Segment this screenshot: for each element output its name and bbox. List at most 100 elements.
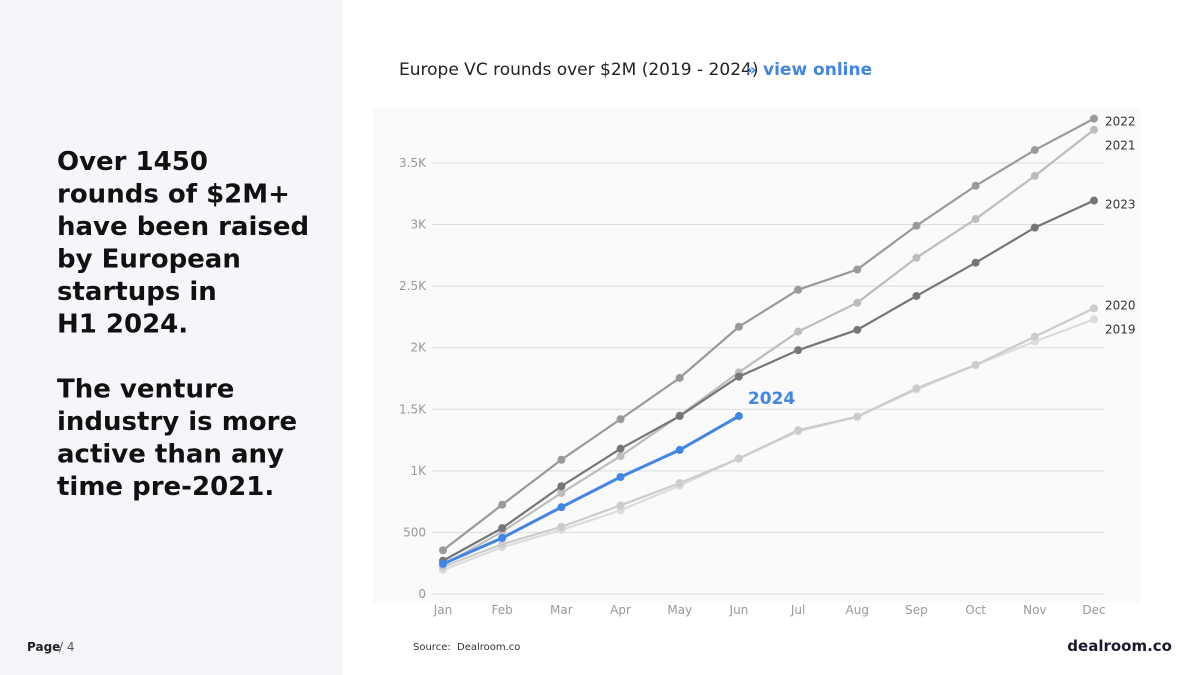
x-tick-label: Dec	[1082, 603, 1105, 617]
x-tick-label: Mar	[550, 603, 573, 617]
data-point	[912, 253, 921, 262]
series-label: 2021	[1105, 139, 1136, 153]
data-point	[1090, 125, 1098, 134]
x-tick-label: Nov	[1023, 603, 1046, 617]
x-tick-label: Feb	[492, 603, 513, 617]
data-point	[557, 455, 566, 464]
series-label: 2022	[1105, 115, 1136, 129]
data-point	[616, 473, 625, 482]
series-label: 2024	[748, 389, 795, 409]
x-tick-label: May	[667, 603, 692, 617]
data-point	[734, 372, 743, 381]
data-point	[1090, 114, 1098, 123]
series-line	[442, 128, 1095, 567]
data-point	[971, 181, 980, 190]
headline-line: by European	[57, 245, 241, 275]
data-point	[794, 346, 803, 355]
data-point	[734, 322, 743, 331]
page-label: Page	[27, 640, 60, 654]
data-point	[971, 258, 980, 267]
data-point	[734, 454, 743, 463]
x-tick-label: Jun	[729, 603, 749, 617]
view-online-link[interactable]: view online	[763, 60, 872, 80]
y-tick-label: 3.5K	[399, 156, 427, 170]
data-point	[616, 501, 625, 510]
y-tick-label: 0	[418, 587, 426, 601]
series-label: 2020	[1105, 298, 1136, 312]
data-point	[557, 522, 566, 531]
data-point	[675, 445, 684, 454]
data-point	[616, 452, 625, 461]
x-tick-label: Sep	[905, 603, 928, 617]
data-point	[1090, 196, 1098, 205]
headline-line: H1 2024.	[57, 310, 188, 340]
series-label: 2019	[1105, 322, 1136, 336]
data-point	[557, 482, 566, 491]
y-tick-label: 1K	[410, 464, 427, 478]
data-point	[912, 291, 921, 300]
x-tick-label: Oct	[965, 603, 986, 617]
x-tick-label: Jan	[433, 603, 453, 617]
x-tick-label: Jul	[790, 603, 805, 617]
x-tick-label: Aug	[846, 603, 869, 617]
chart-title: Europe VC rounds over $2M (2019 - 2024)	[399, 60, 758, 80]
series-line	[442, 117, 1095, 552]
headline-line: industry is more	[57, 407, 297, 437]
logo: dealroom.co	[1067, 637, 1172, 655]
data-point	[1090, 304, 1098, 313]
data-point	[1030, 171, 1039, 180]
side-panel	[0, 0, 342, 675]
y-tick-label: 1.5K	[399, 402, 427, 416]
data-point	[912, 384, 921, 393]
data-point	[439, 559, 447, 568]
page-number: / 4	[59, 640, 75, 654]
data-point	[1030, 223, 1039, 232]
data-point	[1090, 315, 1098, 324]
series-label: 2023	[1105, 198, 1136, 212]
data-point	[557, 489, 566, 498]
data-point	[616, 444, 625, 453]
data-point	[675, 412, 684, 421]
data-point	[794, 285, 803, 294]
series-line	[442, 199, 1095, 562]
data-point	[794, 426, 803, 435]
series-line	[442, 307, 1095, 568]
link-prefix: »	[746, 60, 756, 79]
data-point	[853, 298, 862, 307]
data-point	[1030, 332, 1039, 341]
data-point	[498, 533, 507, 542]
data-point	[675, 373, 684, 382]
y-tick-label: 2.5K	[399, 279, 427, 293]
headline-line: startups in	[57, 277, 217, 307]
source-label: Source:	[413, 642, 451, 653]
headline-line: The venture	[57, 375, 234, 405]
series-line	[442, 414, 740, 566]
data-point	[498, 524, 507, 533]
x-tick-label: Apr	[610, 603, 631, 617]
data-point	[971, 214, 980, 223]
data-point	[853, 325, 862, 334]
y-tick-label: 500	[403, 525, 426, 539]
data-point	[557, 503, 566, 512]
data-point	[853, 265, 862, 274]
headline-line: Over 1450	[57, 147, 208, 177]
headline-line: active than any	[57, 440, 284, 470]
data-point	[853, 412, 862, 421]
data-point	[912, 221, 921, 230]
data-point	[439, 546, 447, 555]
headline-line: rounds of $2M+	[57, 180, 290, 210]
headline-line: have been raised	[57, 212, 309, 242]
y-tick-label: 2K	[410, 341, 427, 355]
data-point	[616, 415, 625, 424]
data-point	[498, 500, 507, 509]
data-point	[675, 479, 684, 488]
data-point	[734, 412, 743, 421]
data-point	[971, 360, 980, 369]
headline-line: time pre-2021.	[57, 472, 274, 502]
data-point	[498, 540, 507, 549]
source: Dealroom.co	[457, 642, 520, 653]
data-point	[794, 327, 803, 336]
data-point	[1030, 146, 1039, 155]
y-tick-label: 3K	[410, 218, 427, 232]
